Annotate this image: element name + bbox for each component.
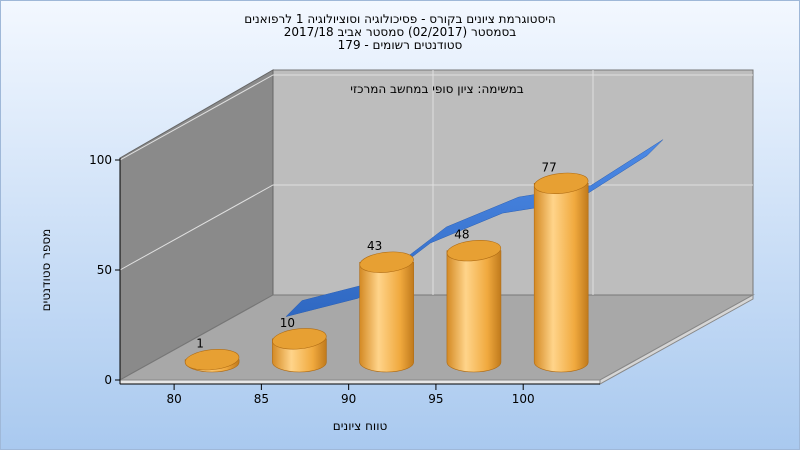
bar-label-0: 1 xyxy=(196,337,204,351)
y-tick-label-2: 100 xyxy=(89,153,112,167)
bar-label-3: 48 xyxy=(454,228,469,242)
back-wall xyxy=(272,69,754,296)
chart-title-line-3: סטודנטים רשומים - 179 xyxy=(338,38,463,52)
bar-body-4 xyxy=(533,183,589,373)
bar-top-1 xyxy=(272,328,327,350)
chart-annotation: במשימה: ציון סופי במחשב המרכזי xyxy=(350,82,524,96)
bar-2: 43 xyxy=(359,239,414,373)
chart-title-line-1: היסטוגרמת ציונים בקורס - פסיכולוגיה וסוצ… xyxy=(244,12,556,26)
chart-title-line-2: בסמסטר (02/2017) סמסטר אביב 2017/18 xyxy=(284,25,516,39)
trend-ribbon-shape xyxy=(285,139,664,318)
bar-top-0 xyxy=(184,349,240,371)
y-axis-ticks: 0 50 100 xyxy=(89,153,120,387)
x-axis-ticks: 80 85 90 95 100 xyxy=(166,384,535,406)
bar-label-2: 43 xyxy=(367,239,382,253)
bars: 1 10 43 48 77 xyxy=(184,160,589,373)
floor-front-edge xyxy=(119,379,601,385)
x-axis-title: טווח ציונים xyxy=(333,419,388,433)
x-tick-label-2: 90 xyxy=(341,392,356,406)
y-tick-label-0: 0 xyxy=(104,373,112,387)
bar-body-3 xyxy=(446,250,502,373)
y-tick-label-1: 50 xyxy=(97,263,112,277)
y-axis-title: מספר סטודנטים xyxy=(39,229,53,312)
bar-body-2 xyxy=(359,261,414,373)
x-tick-label-4: 100 xyxy=(512,392,535,406)
bar-top-2 xyxy=(359,251,414,273)
bar-4: 77 xyxy=(533,160,589,373)
bar-top-4 xyxy=(534,172,589,194)
x-tick-label-1: 85 xyxy=(254,392,269,406)
bar-label-1: 10 xyxy=(280,316,295,330)
floor-right-edge xyxy=(599,294,754,385)
bar-3: 48 xyxy=(446,228,502,373)
bar-0: 1 xyxy=(184,337,240,373)
trend-ribbon xyxy=(285,139,664,318)
x-tick-label-3: 95 xyxy=(428,392,443,406)
x-tick-label-0: 80 xyxy=(166,392,181,406)
bar-top-3 xyxy=(446,240,502,262)
bar-label-4: 77 xyxy=(542,160,557,174)
bar-1: 10 xyxy=(272,316,327,373)
